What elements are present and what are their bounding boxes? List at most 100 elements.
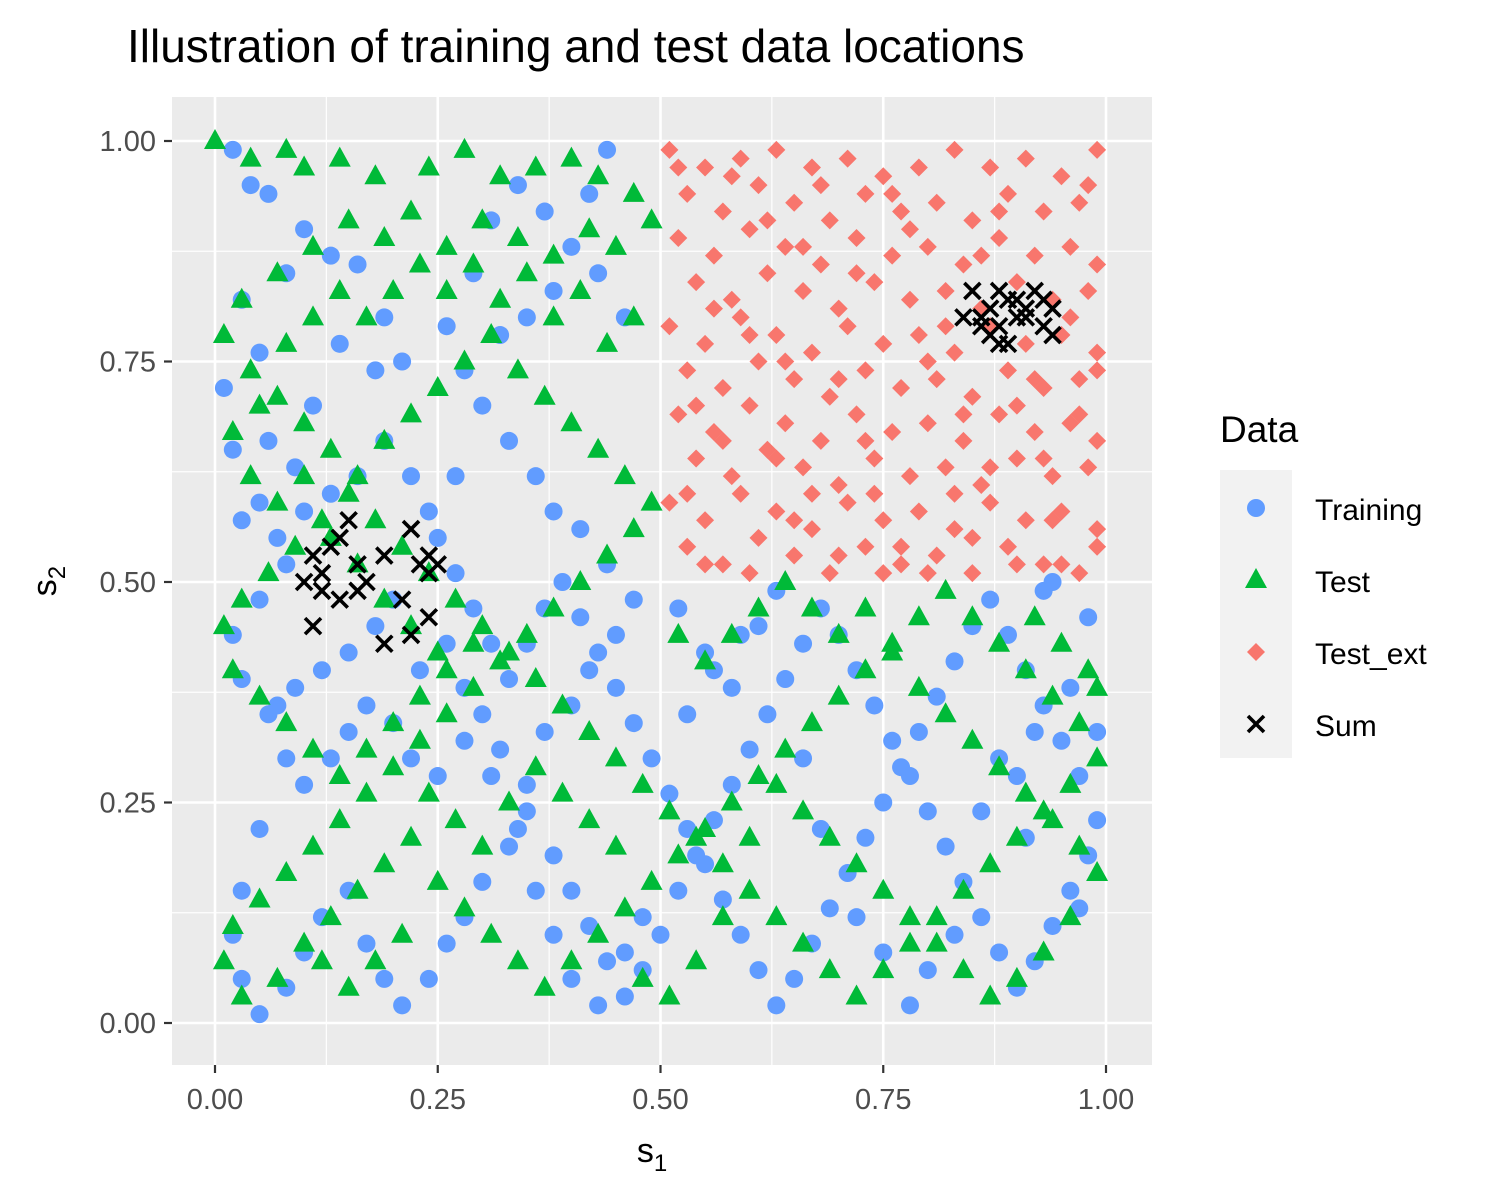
y-tick-label: 0.50 bbox=[100, 567, 156, 599]
point-test bbox=[827, 622, 850, 643]
point-test bbox=[506, 358, 529, 379]
point-test bbox=[720, 790, 743, 811]
point-test bbox=[765, 772, 788, 793]
point-training bbox=[277, 749, 296, 768]
point-test bbox=[1086, 746, 1109, 767]
point-test bbox=[792, 931, 815, 952]
point-sum bbox=[339, 510, 358, 530]
point-test bbox=[1023, 605, 1046, 626]
point-test-ext bbox=[811, 431, 830, 450]
point-training bbox=[402, 467, 421, 486]
point-test-ext bbox=[660, 317, 679, 336]
point-training bbox=[749, 961, 768, 980]
point-test bbox=[284, 534, 307, 555]
point-test bbox=[435, 234, 458, 255]
point-training bbox=[286, 678, 305, 697]
point-test bbox=[907, 605, 930, 626]
point-training bbox=[972, 802, 991, 821]
point-test-ext bbox=[998, 361, 1017, 380]
point-test bbox=[578, 808, 601, 829]
point-test bbox=[462, 675, 485, 696]
point-test-ext bbox=[874, 334, 893, 353]
point-training bbox=[437, 634, 456, 653]
point-test-ext bbox=[874, 167, 893, 186]
point-test bbox=[337, 481, 360, 502]
series-test bbox=[204, 129, 1109, 1005]
point-training bbox=[517, 802, 536, 821]
point-training bbox=[669, 599, 688, 618]
point-test-ext bbox=[945, 343, 964, 362]
point-training bbox=[366, 361, 385, 380]
point-training bbox=[598, 952, 617, 971]
point-test bbox=[302, 737, 325, 758]
point-sum bbox=[375, 546, 394, 565]
point-test-ext bbox=[1043, 511, 1062, 530]
point-test bbox=[221, 913, 244, 934]
point-training bbox=[696, 855, 715, 874]
point-training bbox=[847, 908, 866, 927]
point-test bbox=[907, 675, 930, 696]
point-test-ext bbox=[687, 449, 706, 468]
point-test-ext bbox=[1016, 334, 1035, 353]
point-test bbox=[988, 755, 1011, 776]
x-tick-label: 1.00 bbox=[1078, 1084, 1134, 1116]
point-training bbox=[811, 819, 830, 838]
point-test-ext bbox=[1025, 423, 1044, 442]
point-test-ext bbox=[829, 370, 848, 389]
x-tick-label: 0.50 bbox=[632, 1084, 688, 1116]
point-test-ext bbox=[963, 564, 982, 583]
point-test bbox=[934, 578, 957, 599]
point-training bbox=[517, 308, 536, 327]
point-test-ext bbox=[865, 484, 884, 503]
point-test-ext bbox=[918, 352, 937, 371]
point-test bbox=[1086, 861, 1109, 882]
point-training bbox=[678, 705, 697, 724]
point-test-ext bbox=[954, 431, 973, 450]
point-test bbox=[658, 799, 681, 820]
point-test bbox=[542, 243, 565, 264]
point-test bbox=[275, 711, 298, 732]
point-test bbox=[596, 331, 619, 352]
point-training bbox=[1052, 731, 1071, 750]
point-sum bbox=[428, 555, 448, 574]
y-tick-labels: 0.00 0.25 0.50 0.75 1.00 bbox=[100, 126, 156, 1040]
point-training bbox=[918, 802, 937, 821]
point-test bbox=[293, 931, 316, 952]
point-test bbox=[1068, 834, 1091, 855]
point-training bbox=[473, 705, 492, 724]
point-training bbox=[473, 396, 492, 415]
point-test-ext bbox=[900, 290, 919, 309]
point-test bbox=[925, 931, 948, 952]
point-test-ext bbox=[883, 184, 902, 203]
point-test bbox=[524, 155, 547, 176]
point-test bbox=[925, 905, 948, 926]
y-tick-label: 0.00 bbox=[100, 1008, 156, 1040]
point-training bbox=[704, 811, 723, 830]
point-test-ext bbox=[1070, 193, 1089, 212]
point-test-ext bbox=[1025, 370, 1044, 389]
axis-ticks bbox=[164, 139, 1108, 1073]
point-test bbox=[364, 508, 387, 529]
point-test-ext bbox=[731, 484, 750, 503]
point-test bbox=[204, 129, 226, 149]
point-training bbox=[500, 837, 519, 856]
point-test bbox=[818, 958, 841, 979]
point-test-ext bbox=[900, 467, 919, 486]
point-test bbox=[800, 711, 823, 732]
point-test bbox=[640, 208, 663, 229]
point-training bbox=[241, 176, 260, 195]
point-training bbox=[1088, 811, 1107, 830]
point-test bbox=[248, 684, 271, 705]
point-training bbox=[1079, 608, 1098, 627]
point-test-ext bbox=[767, 140, 786, 159]
point-test-ext bbox=[874, 511, 893, 530]
point-test-ext bbox=[731, 308, 750, 327]
point-test-ext bbox=[847, 405, 866, 424]
point-training bbox=[580, 661, 599, 680]
point-training bbox=[740, 740, 759, 759]
point-test bbox=[471, 614, 494, 635]
point-training bbox=[357, 934, 376, 953]
point-test bbox=[382, 278, 405, 299]
x-axis-title-base: s bbox=[637, 1132, 654, 1170]
point-training bbox=[624, 590, 643, 609]
